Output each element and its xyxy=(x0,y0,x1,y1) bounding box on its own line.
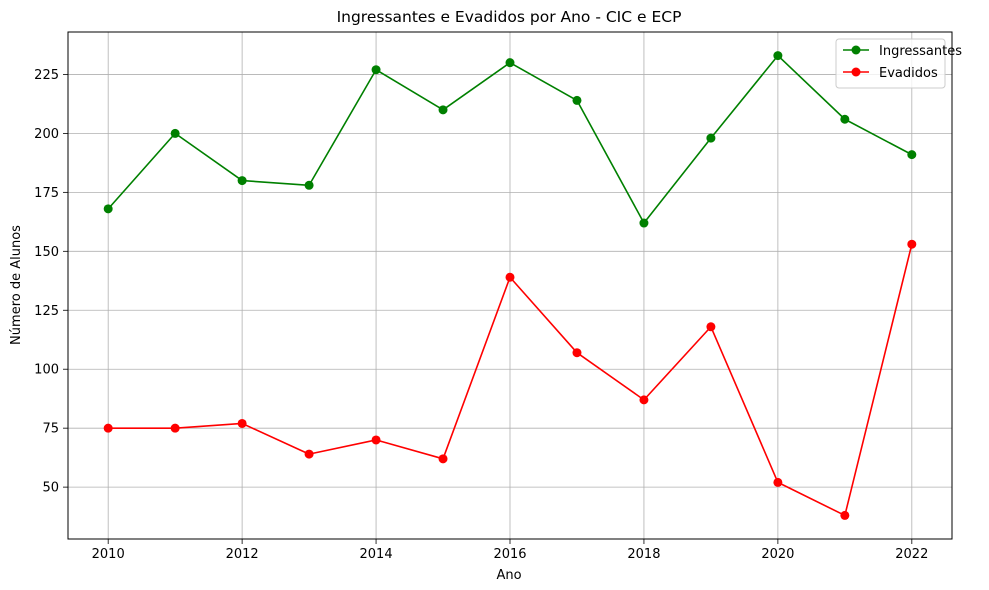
data-point-ingressantes xyxy=(907,150,917,160)
data-point-evadidos xyxy=(840,510,850,520)
x-tick-label: 2020 xyxy=(761,547,794,562)
y-tick-label: 175 xyxy=(34,186,59,201)
data-point-ingressantes xyxy=(505,58,515,68)
data-point-evadidos xyxy=(304,449,314,459)
data-point-ingressantes xyxy=(170,128,180,138)
y-tick-label: 125 xyxy=(34,304,59,319)
data-point-evadidos xyxy=(505,272,515,282)
data-point-ingressantes xyxy=(773,51,783,61)
data-point-evadidos xyxy=(706,322,716,332)
data-point-ingressantes xyxy=(840,114,850,124)
data-point-evadidos xyxy=(438,454,448,464)
x-axis-label: Ano xyxy=(496,568,521,583)
data-point-evadidos xyxy=(103,423,113,433)
legend: Ingressantes Evadidos xyxy=(835,38,962,89)
data-point-ingressantes xyxy=(639,218,649,228)
x-tick-label: 2016 xyxy=(493,547,526,562)
legend-label-ingressantes: Ingressantes xyxy=(879,44,962,59)
x-tick-label: 2010 xyxy=(92,547,125,562)
grid xyxy=(68,32,952,539)
data-point-ingressantes xyxy=(438,105,448,115)
data-point-ingressantes xyxy=(572,95,582,105)
data-point-evadidos xyxy=(170,423,180,433)
y-tick-label: 150 xyxy=(34,245,59,260)
y-axis: 50 75 100 125 150 175 200 225 xyxy=(34,68,68,496)
data-point-ingressantes xyxy=(304,180,314,190)
data-point-evadidos xyxy=(773,477,783,487)
x-tick-label: 2012 xyxy=(226,547,259,562)
data-point-evadidos xyxy=(639,395,649,405)
y-tick-label: 75 xyxy=(42,422,59,437)
x-tick-label: 2014 xyxy=(360,547,393,562)
chart-title: Ingressantes e Evadidos por Ano - CIC e … xyxy=(337,8,682,26)
series-evadidos xyxy=(103,239,917,520)
data-point-evadidos xyxy=(371,435,381,445)
y-tick-label: 200 xyxy=(34,127,59,142)
y-axis-label: Número de Alunos xyxy=(9,225,24,345)
legend-label-evadidos: Evadidos xyxy=(879,66,938,81)
y-tick-label: 100 xyxy=(34,363,59,378)
y-tick-label: 50 xyxy=(42,481,59,496)
legend-marker-ingressantes xyxy=(851,45,861,55)
legend-box xyxy=(835,38,946,89)
x-tick-label: 2018 xyxy=(627,547,660,562)
data-point-evadidos xyxy=(907,239,917,249)
data-point-ingressantes xyxy=(706,133,716,143)
data-point-ingressantes xyxy=(371,65,381,75)
x-axis: 2010 2012 2014 2016 2018 2020 2022 xyxy=(92,539,928,562)
x-tick-label: 2022 xyxy=(895,547,928,562)
data-point-evadidos xyxy=(572,348,582,358)
data-point-evadidos xyxy=(237,418,247,428)
series-group xyxy=(103,51,917,520)
legend-marker-evadidos xyxy=(851,67,861,77)
data-point-ingressantes xyxy=(103,204,113,214)
data-point-ingressantes xyxy=(237,176,247,186)
series-ingressantes xyxy=(103,51,917,228)
y-tick-label: 225 xyxy=(34,68,59,83)
